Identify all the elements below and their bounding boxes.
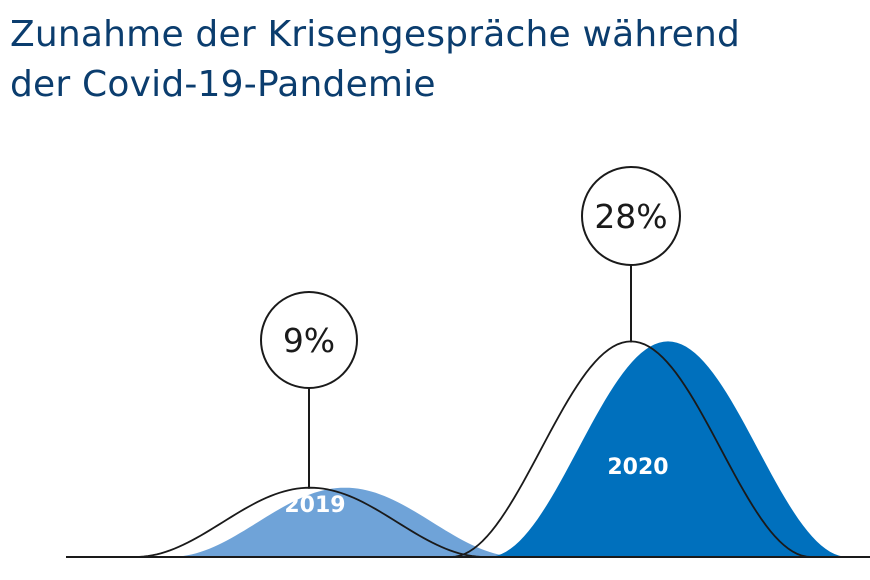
bar-2019-value-label: 9% <box>283 321 335 360</box>
bar-2020-area <box>488 341 848 557</box>
bar-2020-label-circle <box>581 166 681 266</box>
chart-title-line-2: der Covid-19-Pandemie <box>10 64 436 105</box>
chart-title: Zunahme der Krisengespräche während der … <box>10 10 740 110</box>
bar-2019-category-label: 2019 <box>284 493 345 518</box>
bar-2020-value-label: 28% <box>594 197 667 236</box>
chart-title-line-1: Zunahme der Krisengespräche während <box>10 14 741 55</box>
bar-2019-label-circle <box>260 291 358 389</box>
bar-2019-area <box>170 487 520 557</box>
bar-2020-category-label: 2020 <box>607 455 668 480</box>
chart-marks: 9% 2019 28% 2020 <box>134 166 848 558</box>
